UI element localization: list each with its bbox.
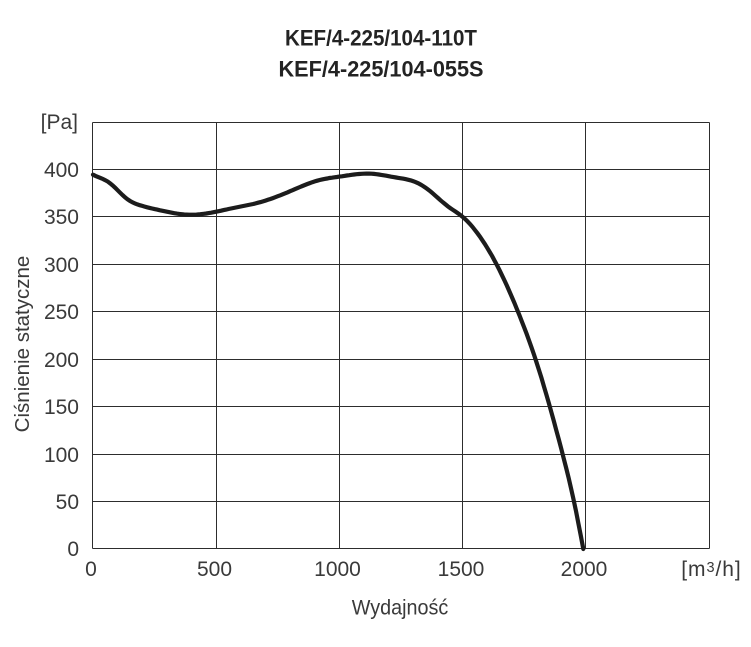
svg-text:100: 100	[44, 444, 79, 467]
svg-text:KEF/4-225/104-110T: KEF/4-225/104-110T	[285, 26, 478, 51]
svg-text:Wydajność: Wydajność	[352, 597, 449, 620]
svg-text:500: 500	[197, 558, 232, 581]
svg-text:2000: 2000	[561, 558, 608, 581]
svg-text:250: 250	[44, 301, 79, 324]
svg-text:200: 200	[44, 349, 79, 372]
svg-text:[Pa]: [Pa]	[41, 111, 78, 134]
svg-text:1000: 1000	[314, 558, 361, 581]
svg-text:0: 0	[67, 538, 79, 561]
svg-text:[m3/h]: [m3/h]	[681, 558, 741, 581]
svg-text:50: 50	[56, 491, 79, 514]
svg-text:0: 0	[85, 558, 97, 581]
svg-text:KEF/4-225/104-055S: KEF/4-225/104-055S	[279, 57, 484, 82]
svg-text:150: 150	[44, 396, 79, 419]
svg-text:Ciśnienie statyczne: Ciśnienie statyczne	[11, 256, 34, 433]
svg-text:400: 400	[44, 159, 79, 182]
svg-text:350: 350	[44, 206, 79, 229]
svg-text:1500: 1500	[438, 558, 485, 581]
svg-text:300: 300	[44, 254, 79, 277]
